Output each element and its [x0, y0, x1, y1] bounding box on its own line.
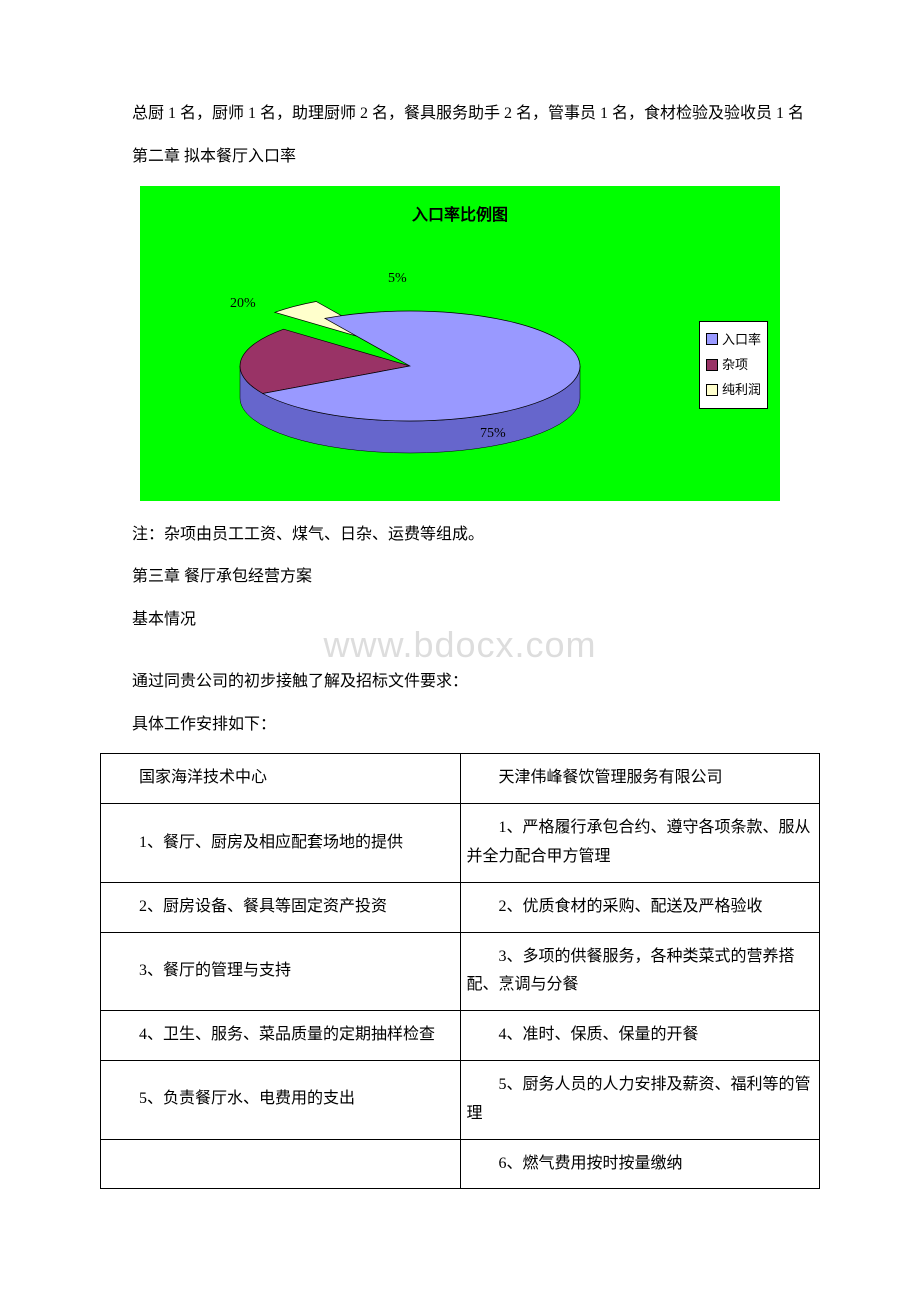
- table-cell-text: 1、严格履行承包合约、遵守各项条款、服从并全力配合甲方管理: [467, 814, 814, 872]
- table-cell: 5、负责餐厅水、电费用的支出: [101, 1060, 461, 1139]
- table-row: 3、餐厅的管理与支持 3、多项的供餐服务，各种类菜式的营养搭配、烹调与分餐: [101, 932, 820, 1011]
- table-cell: 4、准时、保质、保量的开餐: [460, 1011, 820, 1061]
- table-cell: 2、优质食材的采购、配送及严格验收: [460, 882, 820, 932]
- table-cell: 2、厨房设备、餐具等固定资产投资: [101, 882, 461, 932]
- table-header-cell: 国家海洋技术中心: [107, 764, 454, 793]
- legend-label: 杂项: [722, 353, 748, 376]
- pct-label-5: 5%: [388, 266, 407, 291]
- table-row: 国家海洋技术中心天津伟峰餐饮管理服务有限公司: [101, 754, 820, 804]
- legend-label: 入口率: [722, 328, 761, 351]
- note-paragraph: 注：杂项由员工工资、煤气、日杂、运费等组成。: [100, 521, 820, 550]
- pct-label-75: 75%: [480, 421, 506, 446]
- table-cell-text: 4、卫生、服务、菜品质量的定期抽样检查: [107, 1021, 454, 1050]
- table-cell-text: 5、厨务人员的人力安排及薪资、福利等的管理: [467, 1071, 814, 1129]
- table-row: 1、餐厅、厨房及相应配套场地的提供 1、严格履行承包合约、遵守各项条款、服从并全力…: [101, 804, 820, 883]
- table-cell: 天津伟峰餐饮管理服务有限公司: [460, 754, 820, 804]
- table-header-cell: 天津伟峰餐饮管理服务有限公司: [467, 764, 814, 793]
- intro-paragraph: 通过同贵公司的初步接触了解及招标文件要求：: [100, 668, 820, 697]
- chart-legend: 入口率杂项纯利润: [699, 321, 768, 409]
- table-cell-text: 6、燃气费用按时按量缴纳: [467, 1150, 814, 1179]
- chart-wrapper: 入口率比例图 75% 20% 5% 入口率杂项纯利润: [140, 186, 780, 501]
- basic-situation-label: 基本情况: [100, 606, 820, 635]
- table-cell-text: 5、负责餐厅水、电费用的支出: [107, 1085, 454, 1114]
- pie-svg: [220, 286, 600, 486]
- table-cell-text: 2、厨房设备、餐具等固定资产投资: [107, 893, 454, 922]
- chart-title: 入口率比例图: [412, 202, 508, 231]
- table-cell-text: 4、准时、保质、保量的开餐: [467, 1021, 814, 1050]
- table-cell: 5、厨务人员的人力安排及薪资、福利等的管理: [460, 1060, 820, 1139]
- pie-container: [220, 286, 600, 497]
- pie-chart: 入口率比例图 75% 20% 5% 入口率杂项纯利润: [140, 186, 780, 501]
- work-arrangement-table: 国家海洋技术中心天津伟峰餐饮管理服务有限公司1、餐厅、厨房及相应配套场地的提供1…: [100, 753, 820, 1189]
- table-cell: 国家海洋技术中心: [101, 754, 461, 804]
- legend-item: 纯利润: [706, 378, 761, 401]
- table-cell: [101, 1139, 461, 1189]
- table-cell: 6、燃气费用按时按量缴纳: [460, 1139, 820, 1189]
- table-cell: 4、卫生、服务、菜品质量的定期抽样检查: [101, 1011, 461, 1061]
- legend-item: 入口率: [706, 328, 761, 351]
- staffing-paragraph: 总厨 1 名，厨师 1 名，助理厨师 2 名，餐具服务助手 2 名，管事员 1 …: [100, 100, 820, 129]
- table-row: 5、负责餐厅水、电费用的支出 5、厨务人员的人力安排及薪资、福利等的管理: [101, 1060, 820, 1139]
- table-cell: 1、严格履行承包合约、遵守各项条款、服从并全力配合甲方管理: [460, 804, 820, 883]
- table-row: 4、卫生、服务、菜品质量的定期抽样检查 4、准时、保质、保量的开餐: [101, 1011, 820, 1061]
- legend-swatch-icon: [706, 333, 718, 345]
- chapter-2-heading: 第二章 拟本餐厅入口率: [100, 143, 820, 172]
- table-row: 2、厨房设备、餐具等固定资产投资 2、优质食材的采购、配送及严格验收: [101, 882, 820, 932]
- table-row: 6、燃气费用按时按量缴纳: [101, 1139, 820, 1189]
- table-cell: 1、餐厅、厨房及相应配套场地的提供: [101, 804, 461, 883]
- table-cell: 3、多项的供餐服务，各种类菜式的营养搭配、烹调与分餐: [460, 932, 820, 1011]
- arrangement-label: 具体工作安排如下：: [100, 711, 820, 740]
- pct-label-20: 20%: [230, 291, 256, 316]
- legend-swatch-icon: [706, 359, 718, 371]
- legend-item: 杂项: [706, 353, 761, 376]
- table-cell: 3、餐厅的管理与支持: [101, 932, 461, 1011]
- table-cell-text: 1、餐厅、厨房及相应配套场地的提供: [107, 829, 454, 858]
- legend-swatch-icon: [706, 384, 718, 396]
- table-cell-text: 2、优质食材的采购、配送及严格验收: [467, 893, 814, 922]
- chapter-3-heading: 第三章 餐厅承包经营方案: [100, 563, 820, 592]
- table-cell-text: 3、多项的供餐服务，各种类菜式的营养搭配、烹调与分餐: [467, 943, 814, 1001]
- legend-label: 纯利润: [722, 378, 761, 401]
- table-cell-text: 3、餐厅的管理与支持: [107, 957, 454, 986]
